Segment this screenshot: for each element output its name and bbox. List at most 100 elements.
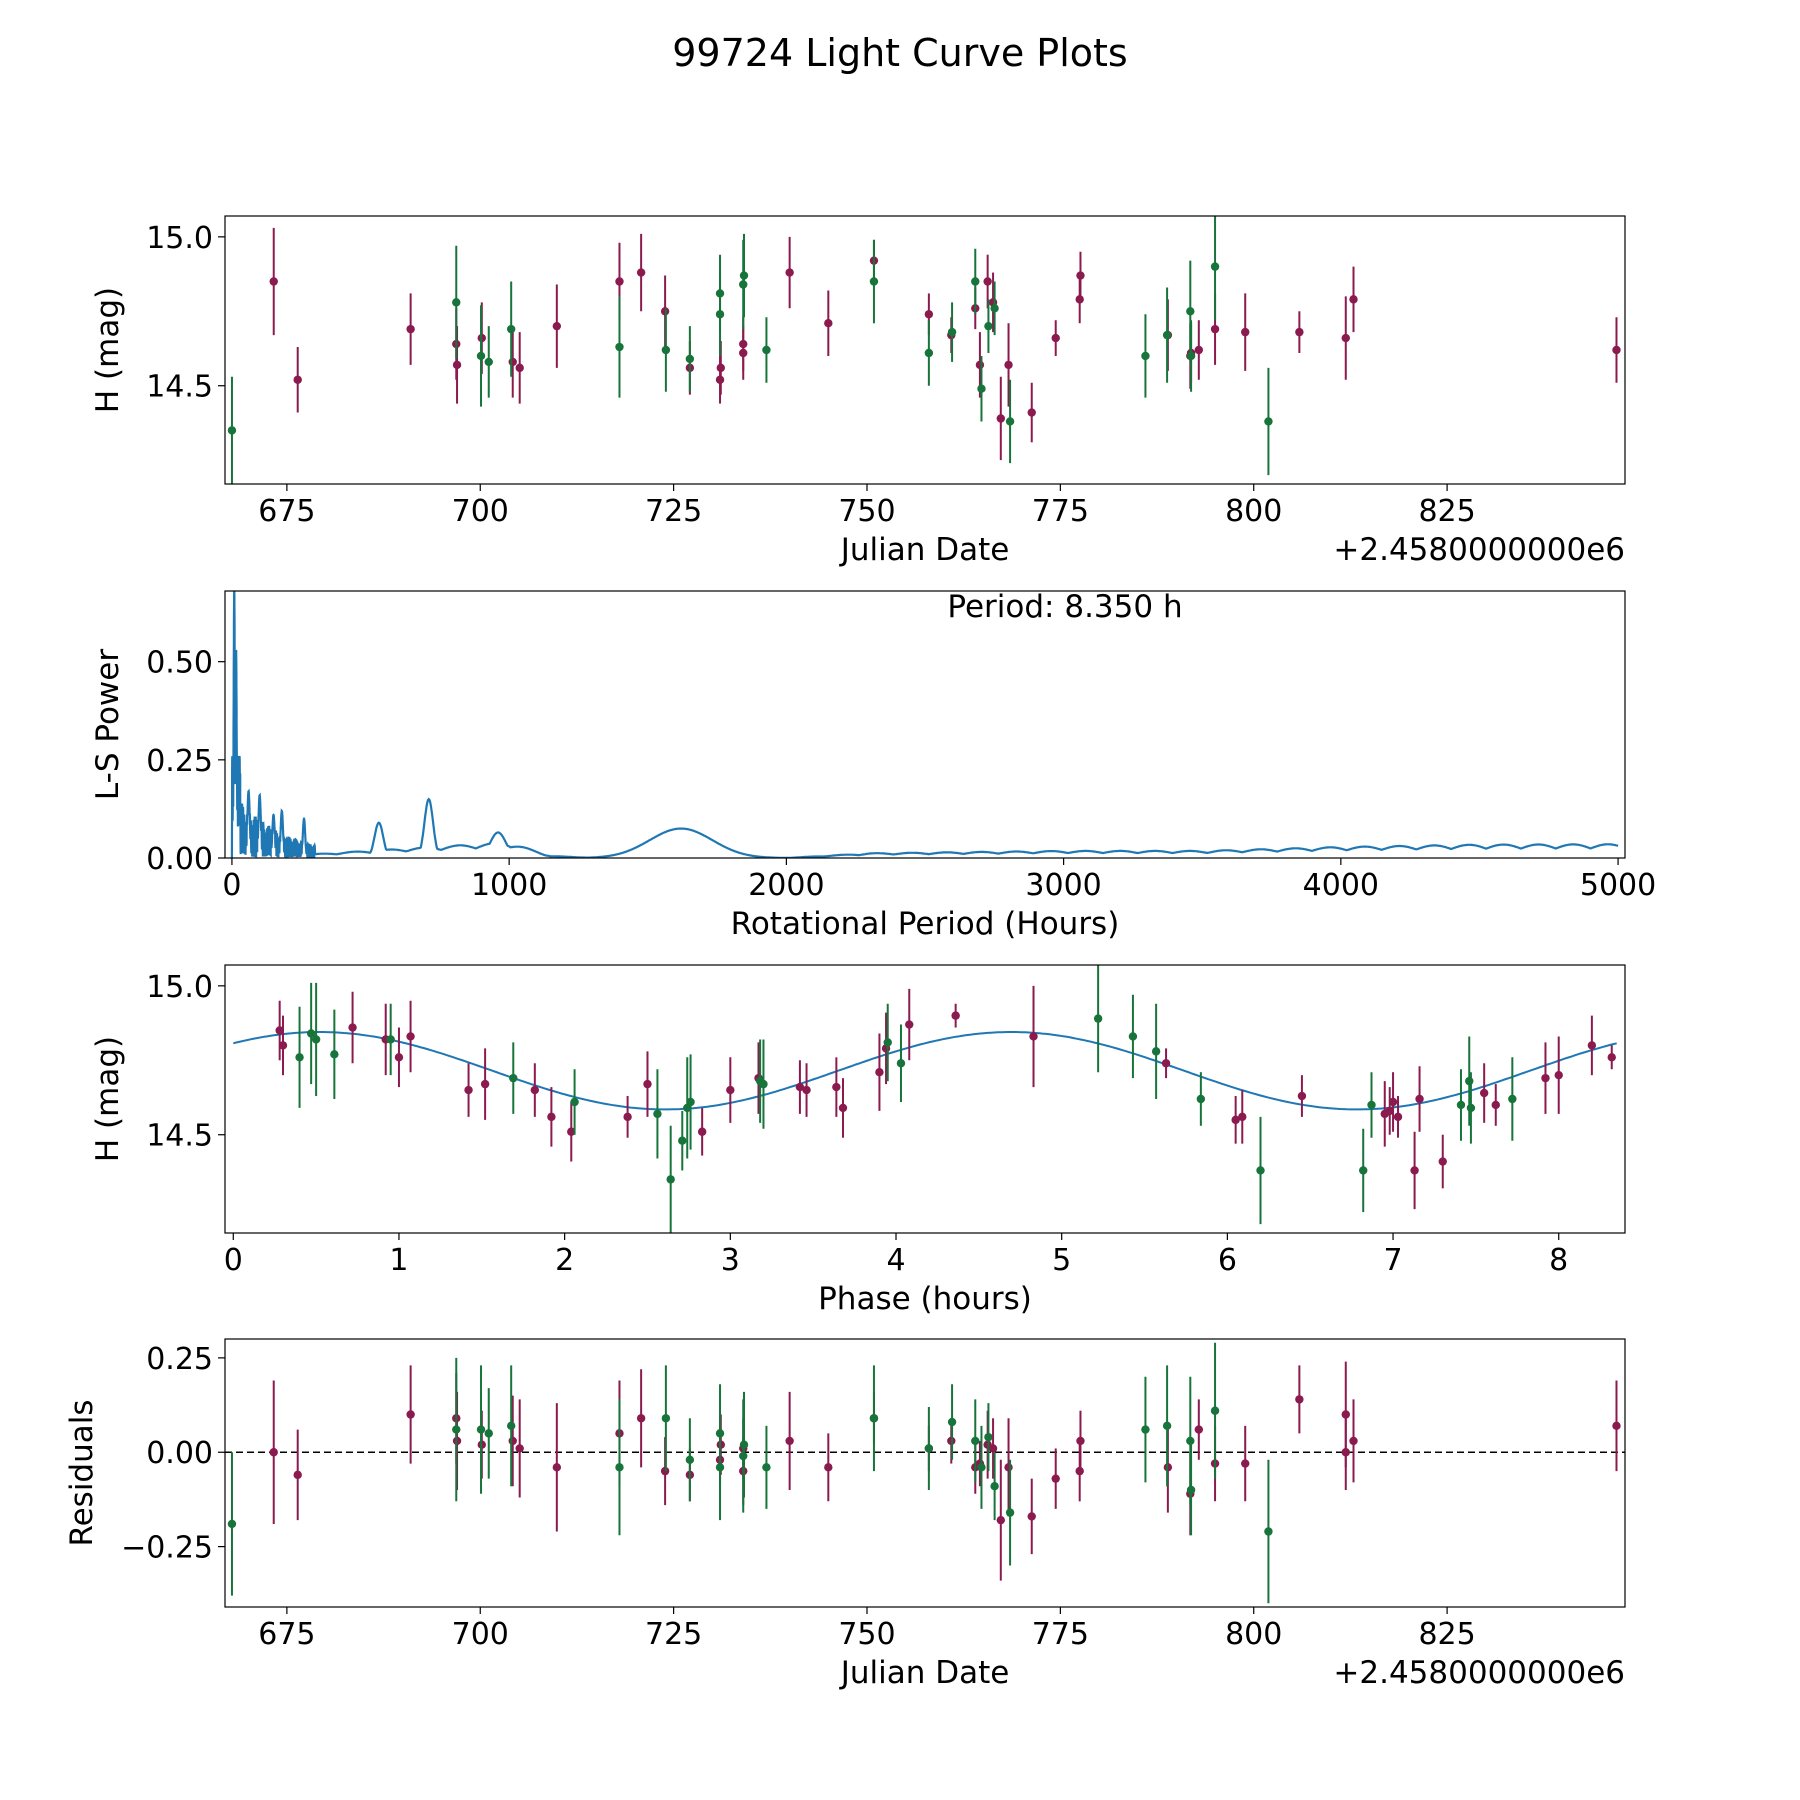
green-point-1 xyxy=(452,298,461,307)
x-tick-label-0: 0 xyxy=(224,1243,243,1278)
green-point-22 xyxy=(1162,1421,1172,1431)
green-point-0 xyxy=(295,1053,304,1062)
axes-frame xyxy=(224,964,1626,1234)
green-point-24 xyxy=(1186,351,1196,361)
magenta-point-2 xyxy=(348,1023,357,1032)
y-axis-label: L-S Power xyxy=(90,649,126,800)
green-point-26 xyxy=(1508,1094,1517,1104)
green-point-18 xyxy=(984,321,993,331)
y-tick-label-0: 14.5 xyxy=(146,370,213,405)
x-tick-label-3: 750 xyxy=(838,1617,895,1652)
x-tick-label-4: 775 xyxy=(1032,1617,1089,1652)
green-point-21 xyxy=(1359,1166,1368,1175)
magenta-point-11 xyxy=(623,1112,632,1122)
green-point-26 xyxy=(1264,1527,1273,1536)
green-point-6 xyxy=(661,1414,671,1423)
green-point-17 xyxy=(977,384,986,393)
green-point-12 xyxy=(762,345,771,355)
residuals-panel: 675 700 725 750 775 800 825 −0.25 0.00 0.25 Julian… xyxy=(64,1338,1626,1691)
x-tick-label-1: 700 xyxy=(452,494,509,529)
green-point-21 xyxy=(1141,351,1150,361)
green-point-24 xyxy=(1186,1485,1196,1495)
x-tick-label-0: 675 xyxy=(258,494,315,529)
magenta-point-9 xyxy=(615,277,624,286)
magenta-point-32 xyxy=(1393,1112,1403,1122)
magenta-point-26 xyxy=(1231,1115,1240,1125)
plot-area xyxy=(227,216,1621,484)
green-point-14 xyxy=(924,1444,934,1453)
x-tick-label-2: 725 xyxy=(645,1617,702,1652)
magenta-point-29 xyxy=(1051,333,1060,343)
green-point-15 xyxy=(947,327,957,337)
green-point-16 xyxy=(971,277,980,286)
magenta-point-10 xyxy=(567,1127,576,1136)
magenta-point-14 xyxy=(726,1085,735,1095)
green-point-0 xyxy=(227,1519,237,1529)
magenta-point-38 xyxy=(1541,1073,1550,1083)
magenta-point-30 xyxy=(1075,1466,1084,1476)
plot-area xyxy=(233,965,1617,1233)
green-point-23 xyxy=(1456,1100,1466,1110)
magenta-point-38 xyxy=(1295,327,1304,337)
magenta-point-14 xyxy=(716,363,726,373)
magenta-point-34 xyxy=(1194,1425,1204,1434)
magenta-point-11 xyxy=(660,1466,670,1476)
magenta-point-27 xyxy=(1238,1112,1247,1122)
axes-frame xyxy=(224,1338,1626,1608)
green-point-5 xyxy=(615,342,624,352)
green-point-19 xyxy=(990,304,999,313)
x-tick-label-4: 4000 xyxy=(1303,868,1379,903)
green-point-14 xyxy=(883,1038,892,1047)
x-tick-label-3: 750 xyxy=(838,494,895,529)
green-point-9 xyxy=(715,1463,725,1472)
phased-lightcurve-panel: 0 1 2 3 4 5 6 7 8 14.5 15.0 Phase (hours) H (mag) xyxy=(90,964,1626,1317)
magenta-point-9 xyxy=(547,1112,556,1122)
magenta-point-0 xyxy=(269,277,278,286)
periodogram-line xyxy=(230,591,1619,858)
green-point-16 xyxy=(1093,1014,1103,1023)
magenta-point-7 xyxy=(480,1079,490,1089)
magenta-point-18 xyxy=(832,1082,841,1092)
green-point-6 xyxy=(661,345,671,355)
magenta-point-33 xyxy=(1410,1166,1419,1175)
magenta-point-10 xyxy=(636,1414,646,1423)
magenta-point-1 xyxy=(278,1041,288,1050)
lightcurve-panel: 675 700 725 750 775 800 825 14.5 15.0 Julian Date… xyxy=(90,215,1626,568)
magenta-point-6 xyxy=(508,357,517,367)
green-point-13 xyxy=(869,277,879,286)
magenta-point-39 xyxy=(1341,1410,1350,1419)
green-point-14 xyxy=(924,348,934,358)
green-point-11 xyxy=(686,1097,695,1107)
green-point-19 xyxy=(990,1482,999,1491)
magenta-point-18 xyxy=(824,319,833,328)
magenta-point-4 xyxy=(452,360,462,370)
magenta-point-37 xyxy=(1295,1395,1304,1404)
magenta-point-25 xyxy=(988,1444,998,1453)
magenta-point-23 xyxy=(975,360,985,370)
magenta-point-8 xyxy=(552,1463,562,1472)
x-tick-label-0: 675 xyxy=(258,1617,315,1652)
magenta-point-35 xyxy=(1438,1157,1447,1166)
magenta-point-36 xyxy=(1210,324,1220,334)
magenta-point-8 xyxy=(530,1085,540,1095)
magenta-point-6 xyxy=(464,1085,473,1095)
green-point-18 xyxy=(1151,1047,1161,1056)
magenta-point-22 xyxy=(905,1020,914,1029)
magenta-point-1 xyxy=(293,1470,302,1480)
green-point-1 xyxy=(452,1425,461,1434)
x-tick-label-5: 800 xyxy=(1225,494,1282,529)
green-point-20 xyxy=(1256,1166,1265,1175)
magenta-point-4 xyxy=(394,1053,404,1062)
green-point-18 xyxy=(984,1432,993,1442)
magenta-point-20 xyxy=(875,1068,884,1077)
green-point-25 xyxy=(1466,1103,1476,1113)
y-tick-label-0: 14.5 xyxy=(146,1119,213,1154)
green-point-15 xyxy=(896,1059,906,1068)
magenta-point-34 xyxy=(1415,1094,1424,1104)
x-tick-label-3: 3000 xyxy=(1025,868,1101,903)
magenta-point-20 xyxy=(924,310,934,319)
green-point-20 xyxy=(1005,417,1015,426)
y-axis-label: H (mag) xyxy=(90,1036,126,1162)
green-point-4 xyxy=(386,1035,395,1044)
